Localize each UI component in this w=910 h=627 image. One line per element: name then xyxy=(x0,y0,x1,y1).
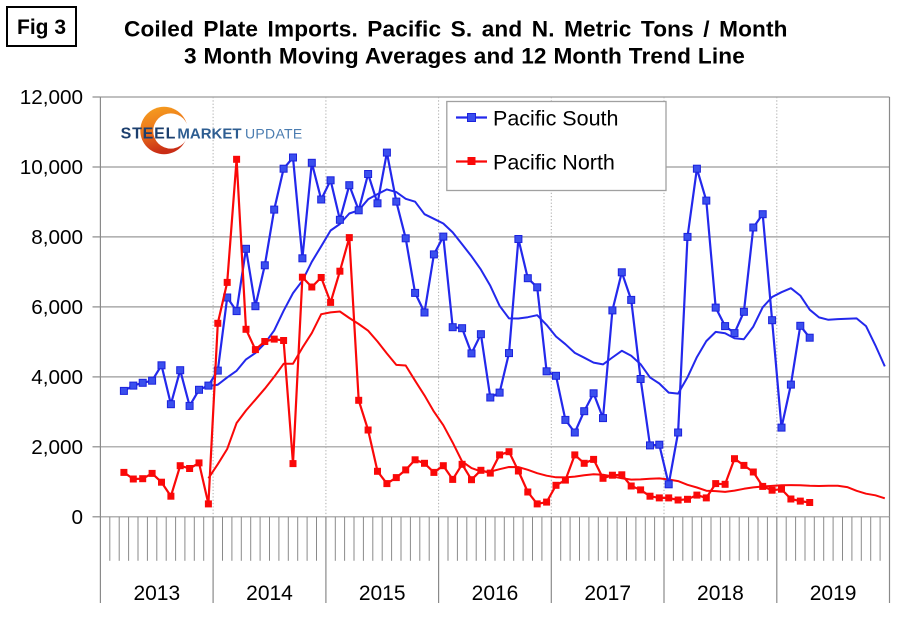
svg-text:4,000: 4,000 xyxy=(31,366,83,389)
svg-text:12,000: 12,000 xyxy=(20,86,83,109)
svg-text:3 Month Moving Averages and 12: 3 Month Moving Averages and 12 Month Tre… xyxy=(184,43,745,68)
svg-text:Pacific South: Pacific South xyxy=(493,107,618,131)
svg-text:UPDATE: UPDATE xyxy=(245,126,303,142)
svg-text:8,000: 8,000 xyxy=(31,226,83,249)
svg-text:10,000: 10,000 xyxy=(20,156,83,179)
svg-text:2017: 2017 xyxy=(584,582,631,605)
svg-text:2013: 2013 xyxy=(133,582,180,605)
svg-text:MARKET: MARKET xyxy=(177,126,241,143)
svg-text:Coiled Plate Imports. Pacific: Coiled Plate Imports. Pacific S. and N. … xyxy=(124,16,788,41)
svg-text:2019: 2019 xyxy=(810,582,857,605)
svg-text:2,000: 2,000 xyxy=(31,436,83,459)
svg-text:2018: 2018 xyxy=(697,582,744,605)
svg-text:2014: 2014 xyxy=(246,582,293,605)
svg-text:STEEL: STEEL xyxy=(121,126,177,143)
svg-text:Fig 3: Fig 3 xyxy=(17,16,66,39)
svg-text:Pacific North: Pacific North xyxy=(493,151,615,175)
svg-text:2015: 2015 xyxy=(359,582,406,605)
svg-text:0: 0 xyxy=(71,506,83,529)
svg-text:2016: 2016 xyxy=(472,582,519,605)
svg-text:6,000: 6,000 xyxy=(31,296,83,319)
